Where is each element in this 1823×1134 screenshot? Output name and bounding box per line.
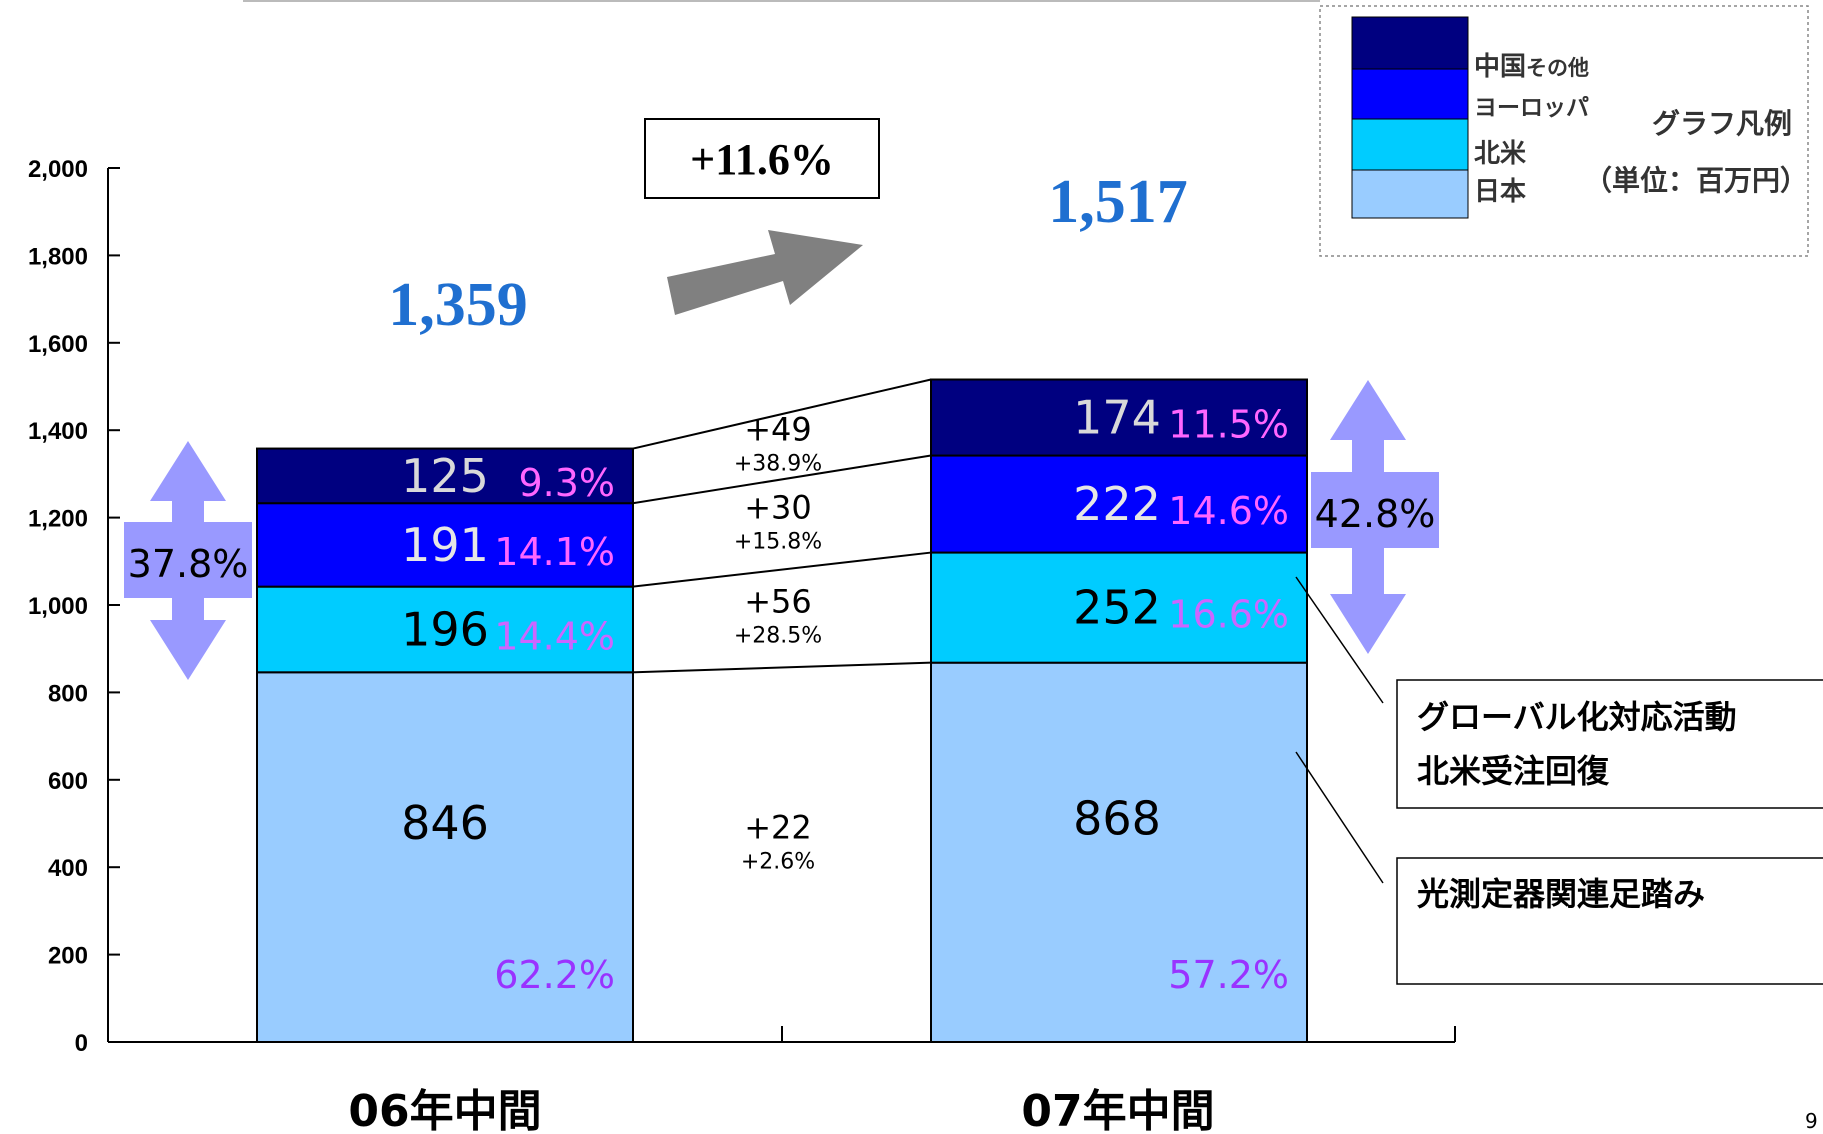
total-label-06: 1,359 — [388, 271, 528, 339]
legend: 中国その他 ヨーロッパ 北米 日本 グラフ凡例 （単位：百万円） — [1319, 5, 1809, 257]
overseas-share-box — [124, 522, 252, 598]
legend-swatch-na — [1351, 118, 1469, 171]
unit-label: （単位：百万円） — [1584, 164, 1808, 197]
y-axis-ticks: 0 200 400 600 800 1,000 1,200 1,400 1,600 1,800 2,… — [28, 156, 120, 1057]
legend-swatch-china — [1351, 16, 1469, 70]
note-1-line-1: グローバル化対応活動 — [1417, 698, 1737, 736]
bar-pct-label: 62.2% — [494, 953, 615, 997]
bar-value-label: 174 — [1073, 391, 1161, 445]
bar-segment — [930, 454, 1308, 554]
total-label-07: 1,517 — [1048, 168, 1188, 236]
change-abs-label: +56 — [744, 583, 812, 621]
x-category-label: 06年中間 — [348, 1086, 541, 1134]
change-pct-label: +38.9% — [734, 452, 822, 477]
bar-pct-label: 14.4% — [494, 614, 615, 658]
segment-connector — [632, 661, 932, 674]
bar-segment — [930, 661, 1308, 1044]
change-pct-label: +15.8% — [734, 529, 822, 554]
y-tick-label: 800 — [48, 680, 88, 707]
y-tick-label: 600 — [48, 768, 88, 795]
bar-segment — [256, 585, 634, 674]
y-tick-label: 2,000 — [28, 156, 88, 183]
page-number: 9 — [1805, 1109, 1818, 1133]
segment-connector — [632, 551, 932, 588]
note-2-line-1: 光測定器関連足踏み — [1417, 875, 1705, 913]
bar-value-label: 222 — [1073, 477, 1161, 531]
y-tick-label: 200 — [48, 943, 88, 970]
note-leader-1 — [1295, 576, 1384, 704]
bar-pct-label: 16.6% — [1168, 593, 1289, 637]
growth-arrow — [667, 230, 863, 315]
growth-label: +11.6% — [690, 135, 834, 184]
change-abs-label: +22 — [744, 809, 812, 847]
bar-value-label: 846 — [401, 796, 489, 850]
y-tick-label: 1,000 — [28, 593, 88, 620]
overseas-share-label: 42.8% — [1315, 492, 1436, 536]
y-tick-label: 0 — [75, 1030, 88, 1057]
bar-segment — [930, 551, 1308, 664]
bar-value-label: 868 — [1073, 791, 1161, 845]
legend-label-na: 北米 — [1474, 139, 1526, 169]
bar-pct-label: 9.3% — [518, 461, 615, 505]
note-box-2 — [1396, 857, 1823, 985]
bar-segment — [256, 447, 634, 505]
bar-pct-label: 57.2% — [1168, 953, 1289, 997]
growth-box — [644, 118, 880, 199]
bar-pct-label: 14.6% — [1168, 489, 1289, 533]
bar-value-label: 125 — [401, 449, 489, 503]
bar-value-label: 252 — [1073, 581, 1161, 635]
bar-value-label: 191 — [401, 518, 489, 572]
legend-swatch-japan — [1351, 169, 1469, 219]
change-abs-label: +49 — [744, 411, 812, 449]
bar-segment — [930, 378, 1308, 457]
legend-swatch-europe — [1351, 68, 1469, 120]
segment-connectors — [632, 378, 932, 674]
change-pct-label: +2.6% — [741, 850, 815, 875]
legend-title: グラフ凡例 — [1652, 107, 1792, 140]
legend-label-china: 中国その他 — [1474, 52, 1589, 82]
y-tick-label: 1,600 — [28, 331, 88, 358]
x-category-label: 07年中間 — [1021, 1086, 1214, 1134]
note-leader-2 — [1295, 751, 1384, 884]
overseas-share-box — [1311, 472, 1439, 548]
y-tick-label: 1,800 — [28, 243, 88, 270]
bar-segment — [256, 502, 634, 588]
bar-segment — [256, 671, 634, 1043]
note-box-1 — [1396, 679, 1823, 809]
change-abs-label: +30 — [744, 488, 812, 526]
y-tick-label: 400 — [48, 855, 88, 882]
change-labels: +22 +2.6% +56 +28.5% +30 +15.8% +49 +38.9% — [734, 411, 822, 875]
bar-pct-label: 14.1% — [494, 530, 615, 574]
overseas-share-arrow-06: 37.8% — [124, 441, 252, 680]
legend-label-japan: 日本 — [1474, 177, 1526, 207]
change-pct-label: +28.5% — [734, 624, 822, 649]
bar-value-label: 196 — [401, 602, 489, 656]
segment-connector — [632, 378, 932, 450]
legend-label-europe: ヨーロッパ — [1474, 95, 1589, 121]
bars-layer: 846 62.2% 196 14.4%191 14.1%125 9.3% 868 57.2% 2… — [256, 378, 1308, 1044]
note-1-line-2: 北米受注回復 — [1417, 752, 1610, 790]
y-tick-label: 1,200 — [28, 506, 88, 533]
bar-pct-label: 11.5% — [1168, 403, 1289, 447]
y-tick-label: 1,400 — [28, 418, 88, 445]
overseas-share-label: 37.8% — [128, 542, 249, 586]
overseas-share-arrow-07: 42.8% — [1311, 380, 1439, 654]
segment-connector — [632, 454, 932, 505]
